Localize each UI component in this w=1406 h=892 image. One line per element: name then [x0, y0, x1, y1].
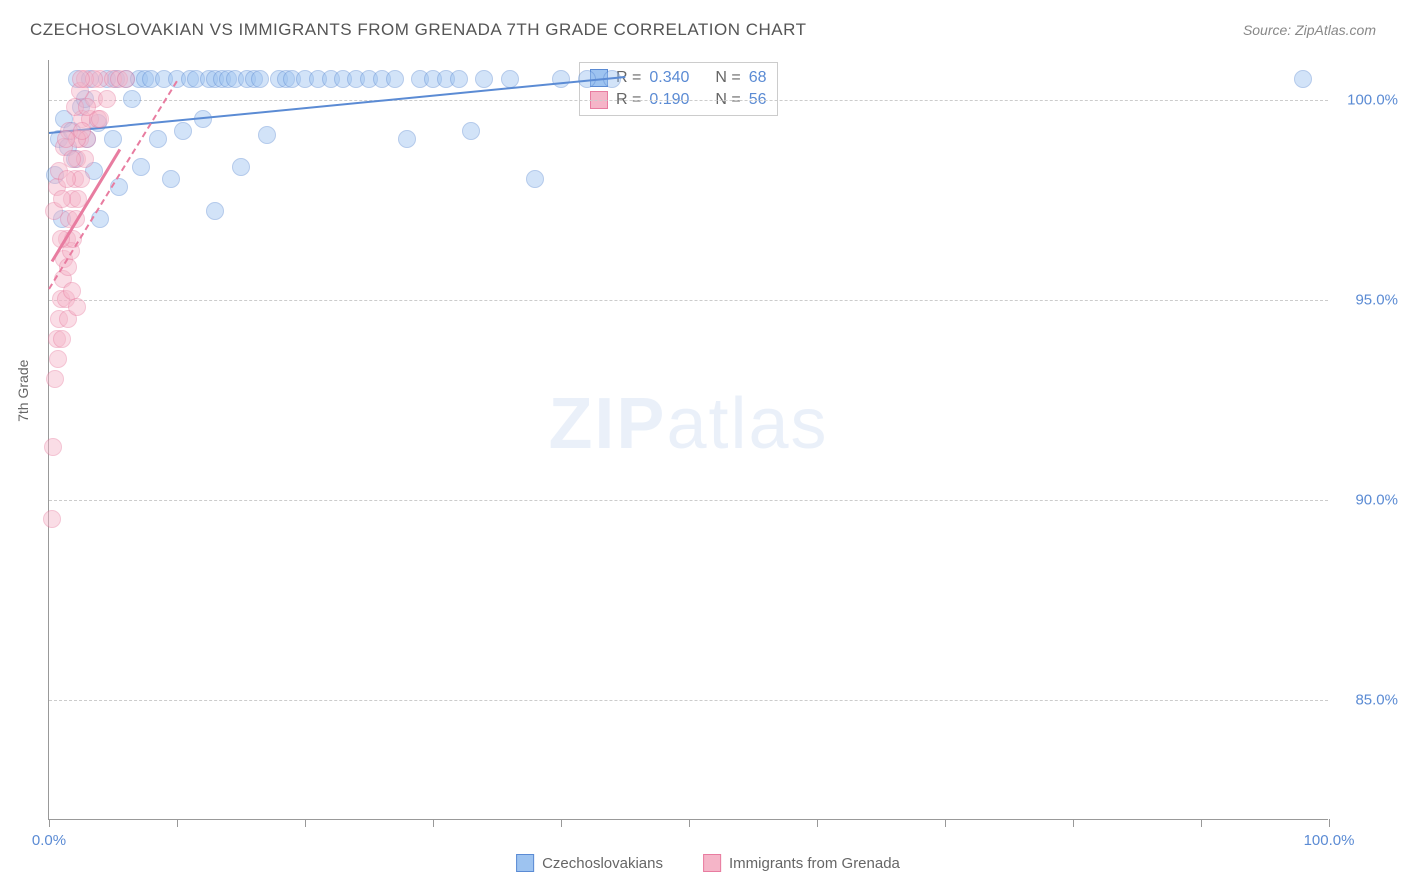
plot-area: ZIPatlas R = 0.340 N = 68 R = 0.190 N = … [48, 60, 1328, 820]
data-point [53, 190, 71, 208]
data-point [149, 130, 167, 148]
n-label: N = [715, 69, 740, 87]
data-point [63, 150, 81, 168]
xtick [433, 819, 434, 827]
data-point [43, 510, 61, 528]
legend-label-2: Immigrants from Grenada [729, 855, 900, 872]
data-point [258, 126, 276, 144]
gridline [49, 700, 1328, 701]
data-point [526, 170, 544, 188]
watermark: ZIPatlas [548, 383, 828, 465]
ytick-label: 85.0% [1338, 692, 1398, 709]
data-point [398, 130, 416, 148]
source-label: Source: ZipAtlas.com [1243, 22, 1376, 38]
xtick [1329, 819, 1330, 827]
xtick [1073, 819, 1074, 827]
y-axis-label: 7th Grade [15, 360, 31, 422]
n-value-1: 68 [749, 69, 767, 87]
data-point [386, 70, 404, 88]
data-point [123, 90, 141, 108]
data-point [117, 70, 135, 88]
xtick [49, 819, 50, 827]
data-point [462, 122, 480, 140]
data-point [104, 130, 122, 148]
data-point [232, 158, 250, 176]
gridline [49, 500, 1328, 501]
data-point [162, 170, 180, 188]
data-point [206, 202, 224, 220]
data-point [475, 70, 493, 88]
data-point [44, 438, 62, 456]
ytick-label: 90.0% [1338, 492, 1398, 509]
data-point [91, 110, 109, 128]
data-point [174, 122, 192, 140]
ytick-label: 100.0% [1338, 92, 1398, 109]
xtick [561, 819, 562, 827]
legend-item-1: Czechoslovakians [516, 854, 663, 872]
legend-swatch-pink [703, 854, 721, 872]
ytick-label: 95.0% [1338, 292, 1398, 309]
xtick-label-left: 0.0% [32, 832, 66, 849]
data-point [450, 70, 468, 88]
xtick [945, 819, 946, 827]
xtick [817, 819, 818, 827]
data-point [501, 70, 519, 88]
chart-container: 7th Grade ZIPatlas R = 0.340 N = 68 R = … [48, 60, 1368, 830]
gridline [49, 100, 1328, 101]
legend-item-2: Immigrants from Grenada [703, 854, 900, 872]
xtick-label-right: 100.0% [1304, 832, 1355, 849]
data-point [57, 130, 75, 148]
data-point [53, 330, 71, 348]
xtick [305, 819, 306, 827]
legend: Czechoslovakians Immigrants from Grenada [516, 854, 900, 872]
data-point [49, 350, 67, 368]
xtick [1201, 819, 1202, 827]
xtick [177, 819, 178, 827]
legend-label-1: Czechoslovakians [542, 855, 663, 872]
data-point [46, 370, 64, 388]
data-point [73, 122, 91, 140]
data-point [58, 170, 76, 188]
data-point [1294, 70, 1312, 88]
chart-title: CZECHOSLOVAKIAN VS IMMIGRANTS FROM GRENA… [30, 20, 806, 40]
data-point [132, 158, 150, 176]
data-point [68, 298, 86, 316]
data-point [251, 70, 269, 88]
r-value-1: 0.340 [649, 69, 689, 87]
legend-swatch-blue [516, 854, 534, 872]
gridline [49, 300, 1328, 301]
xtick [689, 819, 690, 827]
data-point [552, 70, 570, 88]
data-point [98, 90, 116, 108]
data-point [72, 70, 90, 88]
